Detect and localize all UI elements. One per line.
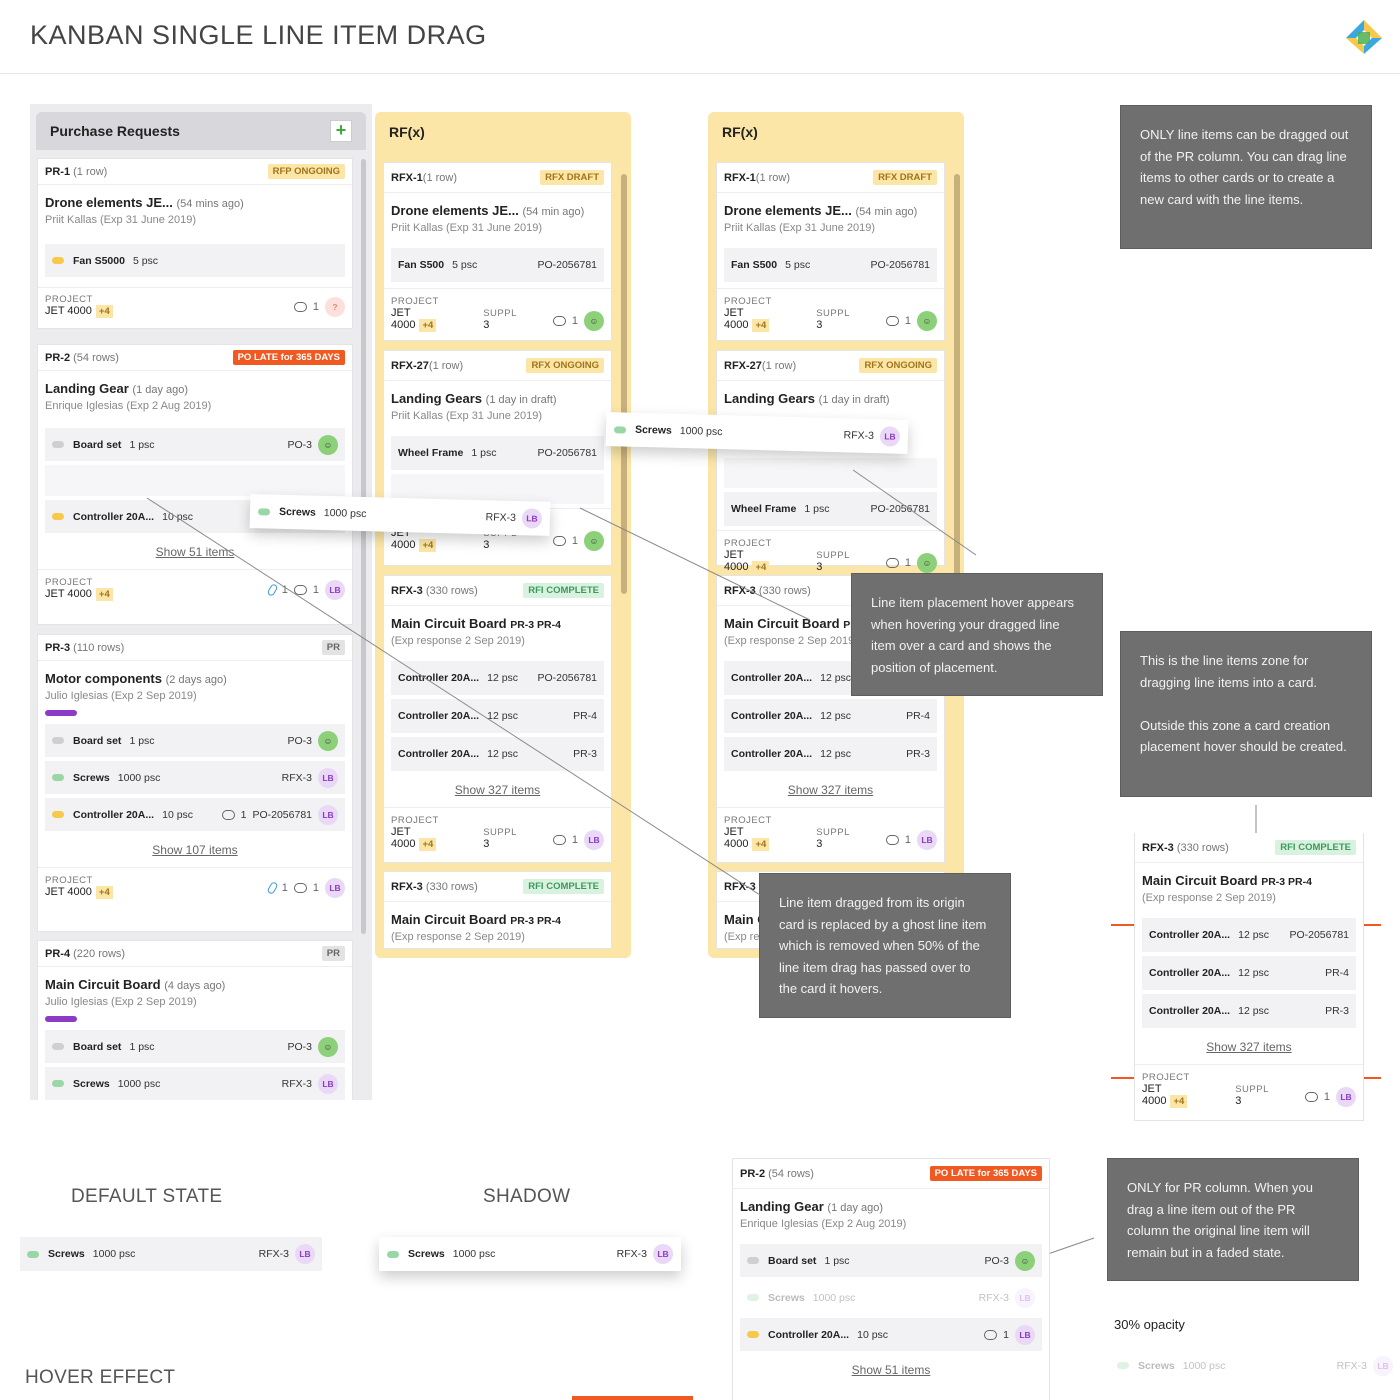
show-items-link[interactable]: Show 327 items	[454, 783, 541, 797]
line-item[interactable]: Fan S500 5 psc PO-2056781	[391, 248, 604, 282]
progress-bar	[45, 710, 77, 716]
annotation-note: ONLY for PR column. When you drag a line…	[1107, 1158, 1359, 1281]
line-item[interactable]: Screws 1000 psc RFX-3 LB	[45, 761, 345, 794]
state-label: SHADOW	[483, 1186, 571, 1207]
line-item[interactable]: Board set 1 psc PO-3 ☺	[45, 428, 345, 461]
card-title: Drone elements JE...	[45, 195, 173, 210]
comment-icon	[293, 302, 307, 312]
line-item[interactable]: Board set 1 psc PO-3 ☺	[45, 724, 345, 757]
card-title: Landing Gear	[45, 381, 129, 396]
attachment-icon	[266, 583, 279, 597]
card-title: Main Circuit Board	[45, 977, 161, 992]
avatar: ☺	[318, 434, 338, 455]
faded-line-item: Screws 1000 psc RFX-3 LB	[740, 1281, 1042, 1314]
status-badge: RFP ONGOING	[267, 164, 345, 179]
hover-accent	[572, 1396, 693, 1400]
pr-card[interactable]: PR-3 (110 rows) PR Motor components (2 da…	[37, 634, 353, 932]
comment-icon	[293, 883, 307, 893]
card-footer: PROJECT JET 4000 +4 1 1 LB	[38, 569, 352, 607]
annotation-note: Line item placement hover appears when h…	[851, 573, 1103, 696]
line-item[interactable]: Screws 1000 psc RFX-3 LB	[45, 1067, 345, 1100]
show-items-link[interactable]: Show 107 items	[152, 843, 238, 857]
state-label: HOVER EFFECT	[25, 1367, 176, 1388]
pr-column-title: Purchase Requests	[50, 123, 180, 139]
logo-icon	[1346, 20, 1382, 54]
card-title: Motor components	[45, 671, 162, 686]
card-meta: Priit Kallas (Exp 31 June 2019)	[45, 214, 197, 226]
pr-card[interactable]: PR-4 (220 rows) PR Main Circuit Board (4 …	[37, 940, 353, 1100]
state-label: DEFAULT STATE	[71, 1186, 223, 1207]
add-card-button[interactable]: +	[330, 120, 352, 142]
dragged-line-item[interactable]: Screws 1000 psc RFX-3 LB	[605, 412, 909, 454]
rfx-scrollbar[interactable]	[621, 174, 627, 594]
annotation-note: Line item dragged from its origin card i…	[759, 873, 1011, 1018]
rfx-card[interactable]: RFX-1(1 row) RFX DRAFT Drone elements JE.…	[716, 162, 945, 341]
line-item[interactable]: Board set 1 psc PO-3 ☺	[45, 1030, 345, 1063]
status-badge: PO LATE for 365 DAYS	[232, 350, 345, 365]
line-item[interactable]: Screws 1000 psc RFX-3 LB	[20, 1237, 322, 1271]
placement-hover	[724, 458, 937, 488]
page-title: KANBAN SINGLE LINE ITEM DRAG	[30, 20, 487, 50]
rfx-card[interactable]: RFX-27(1 row) RFX ONGOING Landing Gears (…	[716, 350, 945, 574]
attachment-icon	[266, 881, 279, 895]
pr-scrollbar[interactable]	[361, 159, 366, 934]
rfx-card[interactable]: RFX-3 (330 rows)RFI COMPLETE Main Circui…	[383, 871, 612, 949]
rfx-card[interactable]: RFX-1(1 row) RFX DRAFT Drone elements JE.…	[383, 162, 612, 341]
comment-icon	[293, 585, 307, 595]
rfx-card[interactable]: RFX-3 (330 rows)RFI COMPLETE Main Circui…	[1134, 833, 1364, 1121]
line-item[interactable]: Wheel Frame 1 psc PO-2056781	[391, 436, 604, 470]
rfx-scrollbar[interactable]	[954, 174, 960, 594]
pr-column-header: Purchase Requests +	[36, 112, 366, 150]
line-item-shadow[interactable]: Screws 1000 psc RFX-3 LB	[379, 1237, 681, 1271]
annotation-note: ONLY line items can be dragged out of th…	[1120, 105, 1372, 249]
pr-card[interactable]: PR-2 (54 rows) PO LATE for 365 DAYS Landi…	[732, 1158, 1050, 1400]
pr-card[interactable]: PR-2 (54 rows) PO LATE for 365 DAYS Landi…	[37, 344, 353, 625]
rfx-card[interactable]: RFX-3 (330 rows)RFI COMPLETE Main Circui…	[383, 575, 612, 863]
avatar: ?	[325, 297, 345, 317]
header-divider	[0, 73, 1400, 74]
opacity-label: 30% opacity	[1114, 1317, 1185, 1332]
line-item[interactable]: Fan S5000 5 psc	[45, 244, 345, 277]
pr-card[interactable]: PR-1 (1 row) RFP ONGOING Drone elements J…	[37, 158, 353, 329]
rfx-column-title: RF(x)	[722, 124, 758, 140]
line-item[interactable]: Controller 20A... 10 psc 1 PO-2056781 LB	[45, 798, 345, 831]
rfx-column-title: RF(x)	[389, 124, 425, 140]
avatar: LB	[325, 580, 345, 600]
faded-line-item: Screws 1000 psc RFX-3 LB	[1110, 1349, 1400, 1382]
annotation-note: This is the line items zone for dragging…	[1120, 631, 1372, 797]
show-items-link[interactable]: Show 51 items	[155, 545, 235, 559]
ghost-line-item	[45, 465, 345, 496]
card-footer: PROJECT JET 4000 +4 1?	[38, 287, 352, 324]
